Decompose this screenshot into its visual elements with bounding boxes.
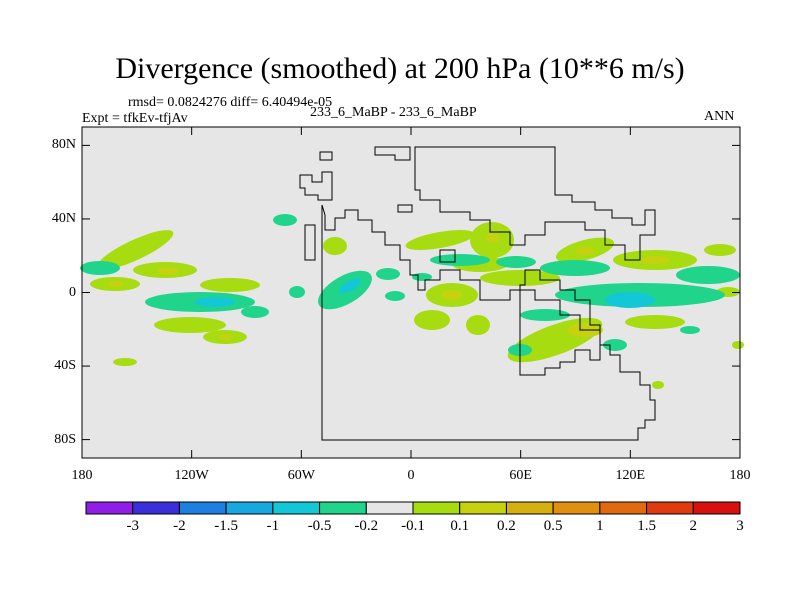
colorbar-swatch bbox=[225, 501, 274, 515]
colorbar bbox=[85, 501, 741, 515]
field-blob bbox=[625, 315, 685, 329]
field-blob bbox=[154, 317, 226, 333]
field-blob bbox=[520, 309, 570, 321]
x-tick-label: 120W bbox=[174, 468, 209, 483]
x-tick-label: 180 bbox=[729, 468, 751, 483]
colorbar-swatch bbox=[552, 501, 601, 515]
colorbar-swatch bbox=[599, 501, 648, 515]
colorbar-label: 0.2 bbox=[497, 518, 516, 534]
field-blob bbox=[195, 297, 235, 307]
field-blob bbox=[273, 214, 297, 226]
field-blob bbox=[575, 247, 595, 255]
x-tick-label: 60W bbox=[287, 468, 315, 483]
stats-line: rmsd= 0.0824276 diff= 6.40494e-05 bbox=[128, 95, 333, 110]
field-blob bbox=[414, 310, 450, 330]
field-blob bbox=[339, 278, 361, 294]
colorbar-label: -0.2 bbox=[354, 518, 379, 534]
field-blob bbox=[540, 260, 610, 276]
field-blob bbox=[603, 339, 627, 351]
colorbar-label: 0.1 bbox=[450, 518, 470, 534]
x-tick-label: 0 bbox=[407, 468, 415, 483]
colorbar-swatch bbox=[459, 501, 507, 515]
y-tick-label: 80S bbox=[54, 431, 76, 447]
colorbar-swatch bbox=[692, 501, 741, 515]
y-tick-label: 40N bbox=[51, 210, 76, 226]
positive-field bbox=[90, 222, 744, 389]
field-blob bbox=[80, 261, 120, 275]
field-blob bbox=[442, 290, 462, 300]
field-blob bbox=[405, 230, 475, 250]
field-blob bbox=[113, 358, 137, 366]
colorbar-label: 1 bbox=[596, 518, 604, 534]
land-mask-outline bbox=[439, 249, 456, 263]
land-mask-outline bbox=[319, 151, 333, 161]
axis-ticks bbox=[81, 127, 741, 458]
colorbar-swatch bbox=[505, 501, 554, 515]
field-blob bbox=[496, 256, 536, 268]
y-tick-label: 80N bbox=[51, 137, 76, 153]
chart-title: Divergence (smoothed) at 200 hPa (10**6 … bbox=[115, 52, 685, 85]
field-blob bbox=[652, 381, 664, 389]
y-tick-label: 0 bbox=[69, 284, 76, 300]
colorbar-label: 2 bbox=[689, 518, 698, 534]
field-blob bbox=[676, 266, 740, 284]
case-label: 233_6_MaBP - 233_6_MaBP bbox=[310, 105, 477, 120]
colorbar-label: 0.5 bbox=[543, 518, 563, 534]
field-blob bbox=[219, 334, 233, 340]
field-blob bbox=[96, 230, 174, 270]
field-blob bbox=[605, 292, 655, 308]
field-blob bbox=[680, 326, 700, 334]
colorbar-swatch bbox=[178, 501, 227, 515]
field-blob bbox=[385, 291, 405, 301]
colorbar-label: 3 bbox=[736, 518, 744, 534]
land-mask-outline bbox=[374, 146, 411, 161]
field-blob bbox=[289, 286, 305, 298]
colorbar-swatch bbox=[365, 501, 414, 515]
field-blob bbox=[640, 256, 670, 264]
land-mask-outline bbox=[397, 204, 413, 213]
colorbar-label: -0.1 bbox=[401, 518, 425, 534]
field-blob bbox=[108, 281, 124, 287]
x-tick-label: 180 bbox=[71, 468, 93, 483]
field-blob bbox=[376, 268, 400, 280]
field-blob bbox=[158, 267, 178, 275]
colorbar-label: -0.5 bbox=[307, 518, 332, 534]
colorbar-swatch bbox=[272, 501, 321, 515]
expt-label: Expt = tfkEv-tfjAv bbox=[82, 111, 188, 126]
land-mask-outline bbox=[299, 171, 333, 201]
field-blob bbox=[241, 306, 269, 318]
colorbar-label: -2 bbox=[173, 518, 186, 534]
colorbar-swatch bbox=[85, 501, 134, 515]
x-tick-label: 60E bbox=[509, 468, 532, 483]
colorbar-label: -1 bbox=[266, 518, 280, 534]
field-blob bbox=[200, 278, 260, 292]
colorbar-swatch bbox=[646, 501, 694, 515]
y-tick-label: 40S bbox=[54, 358, 76, 374]
colorbar-label: -3 bbox=[126, 518, 139, 534]
season-label: ANN bbox=[704, 109, 735, 124]
negative-field bbox=[80, 214, 740, 356]
colorbar-label: -1.5 bbox=[214, 518, 239, 534]
x-tick-label: 120E bbox=[615, 468, 646, 483]
land-mask-outline bbox=[414, 146, 656, 261]
colorbar-label: 1.5 bbox=[637, 518, 656, 534]
field-blob bbox=[732, 341, 744, 349]
field-blob bbox=[704, 244, 736, 256]
land-mask-outline bbox=[304, 224, 316, 261]
colorbar-swatch bbox=[319, 501, 367, 515]
colorbar-swatch bbox=[132, 501, 180, 515]
land-mask-outline bbox=[321, 204, 656, 441]
field-blob bbox=[486, 233, 500, 243]
field-blob bbox=[430, 254, 490, 266]
colorbar-swatch bbox=[412, 501, 461, 515]
field-blob bbox=[323, 237, 347, 255]
field-blob bbox=[466, 315, 490, 335]
